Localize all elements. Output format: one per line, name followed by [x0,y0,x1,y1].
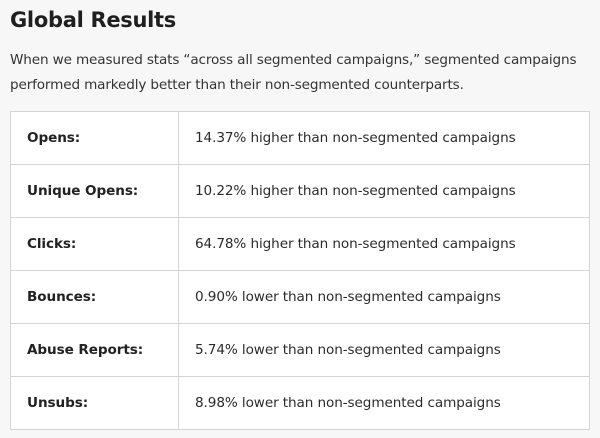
metric-result: 0.90% lower than non-segmented campaigns [178,270,590,324]
metric-label: Abuse Reports: [10,323,179,377]
metric-result: 10.22% higher than non-segmented campaig… [178,164,590,218]
metric-label: Opens: [10,111,179,165]
results-table: Opens: 14.37% higher than non-segmented … [10,111,590,430]
table-row: Abuse Reports: 5.74% lower than non-segm… [10,323,590,377]
metric-label: Clicks: [10,217,179,271]
metric-result: 8.98% lower than non-segmented campaigns [178,376,590,430]
table-row: Unsubs: 8.98% lower than non-segmented c… [10,376,590,430]
metric-label: Unique Opens: [10,164,179,218]
metric-result: 14.37% higher than non-segmented campaig… [178,111,590,165]
table-row: Clicks: 64.78% higher than non-segmented… [10,217,590,271]
table-row: Unique Opens: 10.22% higher than non-seg… [10,164,590,218]
intro-paragraph: When we measured stats “across all segme… [10,52,577,93]
metric-label: Bounces: [10,270,179,324]
table-row: Bounces: 0.90% lower than non-segmented … [10,270,590,324]
metric-result: 64.78% higher than non-segmented campaig… [178,217,590,271]
table-row: Opens: 14.37% higher than non-segmented … [10,111,590,165]
page-title: Global Results [10,8,176,32]
metric-result: 5.74% lower than non-segmented campaigns [178,323,590,377]
metric-label: Unsubs: [10,376,179,430]
